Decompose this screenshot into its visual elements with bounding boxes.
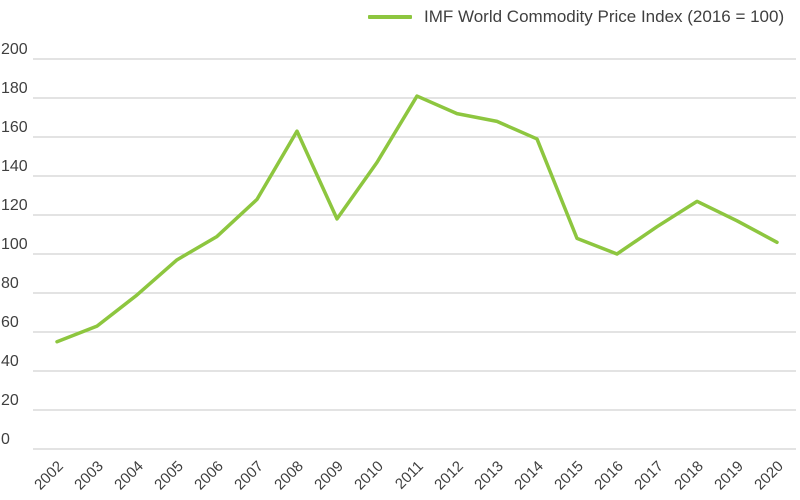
y-tick-label: 180 [1, 80, 28, 97]
y-tick-label: 140 [1, 158, 28, 175]
x-tick-label: 2013 [471, 458, 507, 494]
y-tick-label: 60 [1, 314, 19, 331]
x-tick-label: 2007 [231, 458, 267, 494]
y-tick-label: 0 [1, 431, 10, 448]
x-tick-label: 2011 [392, 458, 427, 493]
y-tick-label: 200 [1, 41, 28, 58]
x-tick-label: 2008 [271, 458, 307, 494]
y-tick-label: 100 [1, 236, 28, 253]
y-tick-label: 160 [1, 119, 28, 136]
x-tick-label: 2012 [431, 458, 467, 494]
x-tick-label: 2020 [751, 458, 787, 494]
x-tick-label: 2015 [551, 458, 587, 494]
y-tick-label: 20 [1, 392, 19, 409]
x-tick-label: 2003 [71, 458, 107, 494]
y-tick-label: 40 [1, 353, 19, 370]
x-tick-label: 2004 [111, 458, 147, 494]
x-tick-label: 2017 [631, 458, 667, 494]
legend: IMF World Commodity Price Index (2016 = … [368, 6, 784, 28]
x-tick-label: 2002 [31, 458, 67, 494]
x-tick-label: 2016 [591, 458, 627, 494]
y-tick-label: 80 [1, 275, 19, 292]
y-tick-label: 120 [1, 197, 28, 214]
x-tick-label: 2019 [711, 458, 747, 494]
x-tick-label: 2018 [671, 458, 707, 494]
x-tick-label: 2014 [511, 458, 547, 494]
legend-line-swatch [368, 15, 412, 19]
x-tick-label: 2010 [351, 458, 387, 494]
series-line [55, 94, 779, 344]
x-tick-label: 2005 [151, 458, 187, 494]
x-tick-label: 2009 [311, 458, 347, 494]
x-tick-label: 2006 [191, 458, 227, 494]
legend-label: IMF World Commodity Price Index (2016 = … [424, 7, 785, 26]
